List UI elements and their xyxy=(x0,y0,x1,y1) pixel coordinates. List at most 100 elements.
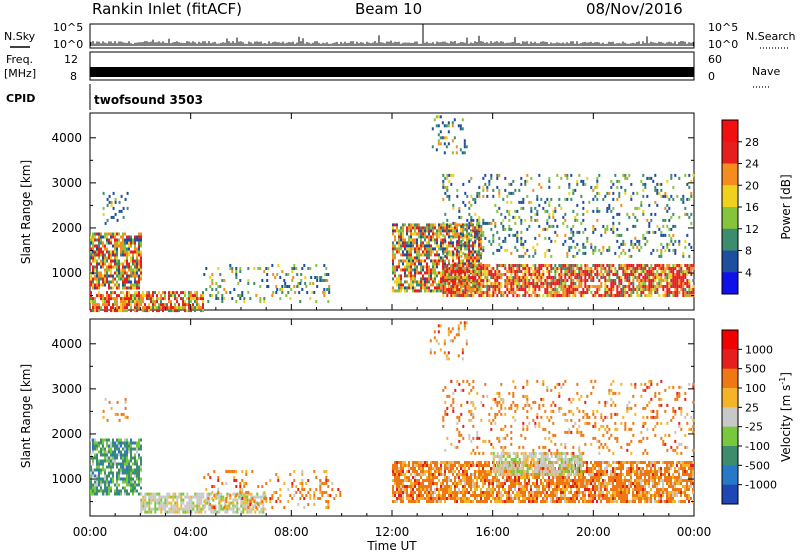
echo-cell xyxy=(570,264,573,267)
echo-cell xyxy=(96,444,98,448)
echo-cell xyxy=(472,461,474,464)
echo-cell xyxy=(322,279,325,282)
echo-cell xyxy=(458,470,460,473)
echo-cell xyxy=(174,504,177,508)
echo-cell xyxy=(211,279,214,282)
echo-cell xyxy=(414,238,416,242)
echo-cell xyxy=(462,285,465,288)
echo-cell xyxy=(498,285,501,288)
echo-cell xyxy=(136,489,138,493)
echo-cell xyxy=(98,274,100,278)
echo-cell xyxy=(120,303,122,307)
echo-cell xyxy=(496,273,499,276)
echo-cell xyxy=(494,500,496,503)
echo-cell xyxy=(424,286,426,290)
echo-cell xyxy=(392,247,394,251)
echo-cell xyxy=(168,501,171,505)
echo-cell xyxy=(454,464,456,467)
echo-cell xyxy=(496,209,499,213)
echo-cell xyxy=(660,282,663,285)
echo-cell xyxy=(480,271,482,275)
echo-cell xyxy=(418,253,420,257)
echo-cell xyxy=(474,491,476,494)
echo-cell xyxy=(428,476,430,479)
echo-cell xyxy=(632,291,635,294)
freq-band xyxy=(90,67,694,77)
echo-cell xyxy=(610,294,613,297)
echo-cell xyxy=(524,485,526,488)
echo-cell xyxy=(98,256,100,260)
echo-cell xyxy=(132,480,134,484)
echo-cell xyxy=(116,471,118,475)
echo-cell xyxy=(502,218,505,222)
echo-cell xyxy=(94,453,96,457)
echo-cell xyxy=(468,279,471,282)
y-tick-label: 2000 xyxy=(51,221,82,235)
echo-cell xyxy=(460,235,462,239)
echo-cell xyxy=(112,459,114,463)
echo-cell xyxy=(444,464,446,467)
echo-cell xyxy=(474,265,476,269)
echo-cell xyxy=(452,244,454,248)
echo-cell xyxy=(416,259,418,263)
echo-cell xyxy=(546,264,549,267)
echo-cell xyxy=(666,242,669,246)
echo-cell xyxy=(590,291,593,294)
echo-cell xyxy=(548,494,550,497)
echo-cell xyxy=(512,270,515,273)
echo-cell xyxy=(546,276,549,279)
echo-cell xyxy=(172,309,174,313)
echo-cell xyxy=(618,221,621,225)
echo-cell xyxy=(418,467,420,470)
echo-cell xyxy=(263,300,266,303)
echo-cell xyxy=(465,145,468,149)
echo-cell xyxy=(238,507,241,511)
echo-cell xyxy=(392,271,394,275)
echo-cell xyxy=(574,254,577,258)
echo-cell xyxy=(180,504,183,508)
echo-cell xyxy=(536,212,539,216)
echo-cell xyxy=(450,291,453,294)
echo-cell xyxy=(658,254,661,258)
echo-cell xyxy=(132,268,134,272)
echo-cell xyxy=(480,233,483,237)
echo-cell xyxy=(90,468,92,472)
echo-cell xyxy=(526,279,529,282)
echo-cell xyxy=(416,494,418,497)
echo-cell xyxy=(520,485,522,488)
echo-cell xyxy=(472,223,474,227)
echo-cell xyxy=(592,294,595,297)
echo-cell xyxy=(116,300,118,304)
echo-cell xyxy=(576,179,579,183)
echo-cell xyxy=(458,215,461,219)
echo-cell xyxy=(678,239,681,243)
echo-cell xyxy=(408,256,410,260)
echo-cell xyxy=(398,280,400,284)
echo-cell xyxy=(301,267,304,270)
echo-cell xyxy=(154,300,156,304)
echo-cell xyxy=(690,194,693,198)
echo-cell xyxy=(436,232,438,236)
echo-cell xyxy=(416,488,418,491)
echo-cell xyxy=(518,270,521,273)
echo-cell xyxy=(550,285,553,288)
echo-cell xyxy=(142,300,144,304)
echo-cell xyxy=(536,270,539,273)
echo-cell xyxy=(396,247,398,251)
echo-cell xyxy=(526,485,528,488)
echo-cell xyxy=(534,294,537,297)
echo-cell xyxy=(532,500,534,503)
echo-cell xyxy=(496,294,499,297)
echo-cell xyxy=(136,477,138,481)
echo-cell xyxy=(416,265,418,269)
echo-cell xyxy=(92,277,94,281)
echo-cell xyxy=(442,488,444,491)
echo-cell xyxy=(516,248,519,252)
echo-cell xyxy=(580,294,583,297)
echo-cell xyxy=(464,280,466,284)
echo-cell xyxy=(532,254,535,258)
echo-cell xyxy=(476,479,478,482)
echo-cell xyxy=(440,244,442,248)
echo-cell xyxy=(162,495,165,499)
echo-cell xyxy=(322,291,325,294)
